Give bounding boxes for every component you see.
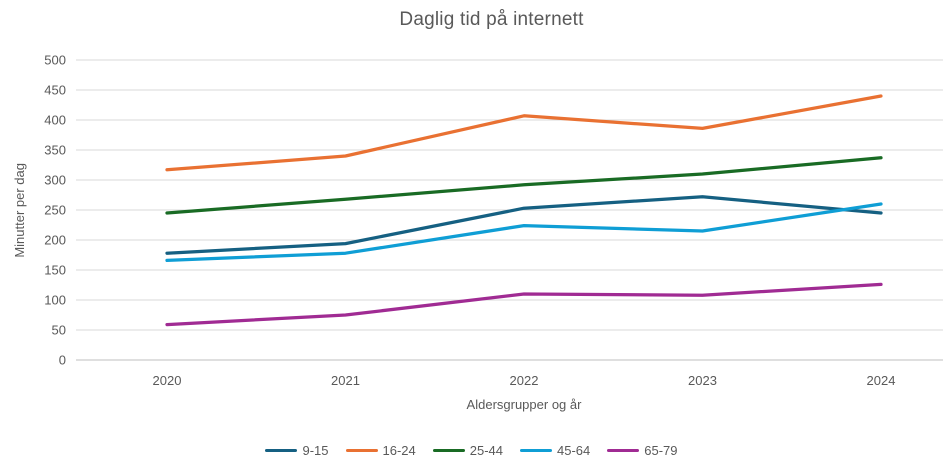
legend-item-45-64: 45-64 — [520, 443, 590, 458]
series-line-16-24 — [165, 94, 883, 172]
y-tick-label: 0 — [59, 353, 66, 368]
y-tick-label: 350 — [44, 143, 66, 158]
x-tick-label: 2020 — [153, 373, 182, 388]
chart-title: Daglig tid på internett — [399, 9, 584, 30]
legend-item-65-79: 65-79 — [607, 443, 678, 458]
legend-swatch-65-79 — [607, 448, 640, 453]
legend-label: 16-24 — [382, 443, 416, 458]
y-tick-label: 200 — [44, 233, 66, 248]
legend: 9-15 16-24 25-44 45-64 65-79 — [0, 443, 943, 458]
y-tick-label: 400 — [44, 113, 66, 128]
y-tick-label: 100 — [44, 293, 66, 308]
legend-swatch-45-64 — [520, 448, 553, 453]
legend-swatch-25-44 — [432, 448, 465, 453]
x-axis-title: Aldersgrupper og år — [466, 397, 582, 412]
legend-label: 45-64 — [557, 443, 591, 458]
legend-label: 9-15 — [302, 443, 329, 458]
y-tick-label: 300 — [44, 173, 66, 188]
y-tick-label: 50 — [52, 323, 66, 338]
legend-item-9-15: 9-15 — [265, 443, 329, 458]
series-line-45-64 — [165, 202, 883, 263]
y-tick-label: 150 — [44, 263, 66, 278]
series-line-25-44 — [165, 156, 883, 215]
series-line-9-15 — [165, 195, 883, 255]
y-tick-label: 450 — [44, 83, 66, 98]
y-tick-label: 500 — [44, 53, 66, 68]
x-tick-label: 2023 — [688, 373, 717, 388]
y-tick-label: 250 — [44, 203, 66, 218]
legend-label: 65-79 — [644, 443, 678, 458]
x-tick-label: 2024 — [867, 373, 896, 388]
x-tick-label: 2021 — [331, 373, 360, 388]
x-tick-label: 2022 — [510, 373, 539, 388]
legend-swatch-9-15 — [265, 448, 298, 453]
series-line-65-79 — [165, 282, 883, 327]
legend-swatch-16-24 — [345, 448, 378, 453]
legend-item-16-24: 16-24 — [345, 443, 416, 458]
legend-item-25-44: 25-44 — [432, 443, 504, 458]
legend-label: 25-44 — [469, 443, 504, 458]
